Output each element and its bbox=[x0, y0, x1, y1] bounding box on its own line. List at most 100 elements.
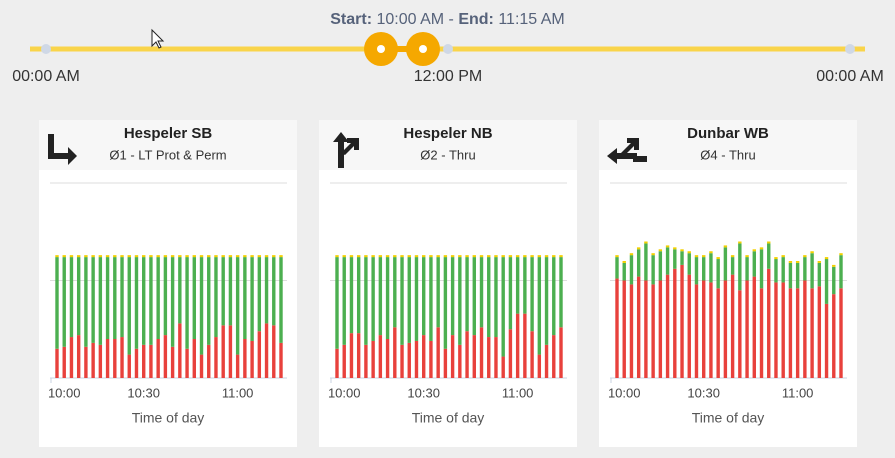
bar-segment bbox=[264, 255, 269, 258]
bar-segment bbox=[472, 255, 476, 258]
bar-segment bbox=[694, 257, 699, 285]
bar-segment bbox=[559, 257, 563, 328]
bar-segment bbox=[781, 282, 785, 378]
bar-segment bbox=[407, 257, 411, 343]
bar-segment bbox=[680, 249, 684, 252]
x-tick-label: 10:00 bbox=[328, 385, 361, 400]
bar-segment bbox=[615, 278, 619, 378]
bar-segment bbox=[636, 276, 641, 378]
bar-segment bbox=[120, 255, 124, 258]
time-range: Start: 10:00 AM - End: 11:15 AM bbox=[0, 11, 895, 29]
bar-segment bbox=[738, 243, 742, 291]
bar-segment bbox=[393, 327, 397, 378]
bar-segment bbox=[644, 243, 648, 281]
bar-segment bbox=[113, 255, 117, 258]
bar-segment bbox=[487, 255, 491, 258]
bar-segment bbox=[349, 333, 354, 378]
bar-segment bbox=[508, 329, 513, 378]
bar-segment bbox=[134, 257, 139, 349]
bar-segment bbox=[465, 255, 469, 258]
bar-segment bbox=[371, 255, 375, 258]
bar-segment bbox=[745, 255, 749, 258]
bar-segment bbox=[163, 257, 168, 336]
bar-segment bbox=[207, 257, 211, 345]
bar-segment bbox=[687, 251, 691, 254]
bar-segment bbox=[658, 249, 663, 252]
x-tick-label: 10:30 bbox=[687, 385, 720, 400]
end-handle[interactable] bbox=[406, 32, 440, 66]
bar-segment bbox=[479, 257, 484, 328]
bar-segment bbox=[62, 257, 66, 347]
bar-segment bbox=[185, 255, 189, 258]
start-handle[interactable] bbox=[364, 32, 398, 66]
bar-segment bbox=[752, 276, 756, 378]
movement-icon bbox=[607, 138, 647, 164]
bar-segment bbox=[105, 339, 110, 378]
bar-segment bbox=[400, 344, 404, 378]
bar-segment bbox=[450, 257, 455, 336]
bar-segment bbox=[163, 335, 168, 378]
bar-segment bbox=[400, 257, 404, 345]
bar-segment bbox=[673, 249, 677, 269]
bar-segment bbox=[839, 288, 843, 378]
bar-segment bbox=[378, 335, 383, 378]
bar-segment bbox=[759, 247, 764, 250]
bar-segment bbox=[723, 245, 728, 248]
bar-segment bbox=[214, 257, 218, 338]
bar-segment bbox=[458, 255, 462, 258]
bar-segment bbox=[84, 257, 88, 347]
bar-segment bbox=[472, 335, 476, 378]
time-slider bbox=[30, 28, 865, 66]
bar-segment bbox=[257, 331, 262, 378]
start-label: Start: bbox=[330, 11, 373, 28]
bar-segment bbox=[335, 348, 339, 378]
bar-segment bbox=[767, 241, 771, 244]
bar-segment bbox=[76, 257, 81, 336]
bar-segment bbox=[250, 340, 254, 378]
bar-segment bbox=[98, 257, 103, 345]
bar-segment bbox=[250, 255, 254, 258]
bar-segment bbox=[665, 274, 670, 378]
bar-segment bbox=[443, 255, 448, 258]
bar-segment bbox=[552, 335, 556, 378]
bar-segment bbox=[55, 348, 59, 378]
bar-segment bbox=[264, 323, 269, 378]
bar-segment bbox=[149, 255, 153, 258]
bar-segment bbox=[414, 340, 419, 378]
bar-segment bbox=[450, 255, 455, 258]
bar-segment bbox=[105, 257, 110, 339]
bar-segment bbox=[84, 346, 88, 378]
bar-segment bbox=[494, 255, 498, 258]
bar-segment bbox=[142, 257, 146, 345]
bar-segment bbox=[479, 327, 484, 378]
bar-segment bbox=[537, 354, 542, 378]
bar-segment bbox=[622, 280, 626, 378]
bar-segment bbox=[559, 255, 563, 258]
panel-title: Hespeler SB bbox=[124, 125, 213, 142]
slider-dot bbox=[41, 44, 51, 54]
bar-segment bbox=[98, 255, 103, 258]
bar-segment bbox=[393, 255, 397, 258]
bar-segment bbox=[443, 257, 448, 349]
bar-segment bbox=[515, 313, 520, 378]
movement-icon bbox=[333, 132, 359, 168]
bar-segment bbox=[673, 247, 677, 250]
bar-segment bbox=[673, 268, 677, 378]
bar-segment bbox=[207, 344, 211, 378]
bar-segment bbox=[142, 255, 146, 258]
chart: Dunbar WB Ø4 - Thru 10:00 10:30 11:00 Time of… bbox=[599, 120, 857, 426]
bar-segment bbox=[803, 255, 807, 258]
bar-segment bbox=[788, 261, 793, 263]
bar-segment bbox=[622, 261, 626, 263]
bar-segment bbox=[364, 344, 368, 378]
bar-segment bbox=[709, 282, 713, 378]
phase-panel: Hespeler NB Ø2 - Thru 10:00 10:30 11:00 Time … bbox=[319, 120, 577, 447]
bar-segment bbox=[228, 255, 233, 258]
bar-segment bbox=[178, 323, 182, 378]
bar-segment bbox=[429, 257, 433, 341]
bar-segment bbox=[113, 339, 117, 378]
phase-panel: Hespeler SB Ø1 - LT Prot & Perm 10:00 10:30… bbox=[39, 120, 297, 447]
panel-title: Dunbar WB bbox=[687, 125, 769, 142]
bar-segment bbox=[458, 344, 462, 378]
bar-segment bbox=[494, 257, 498, 338]
